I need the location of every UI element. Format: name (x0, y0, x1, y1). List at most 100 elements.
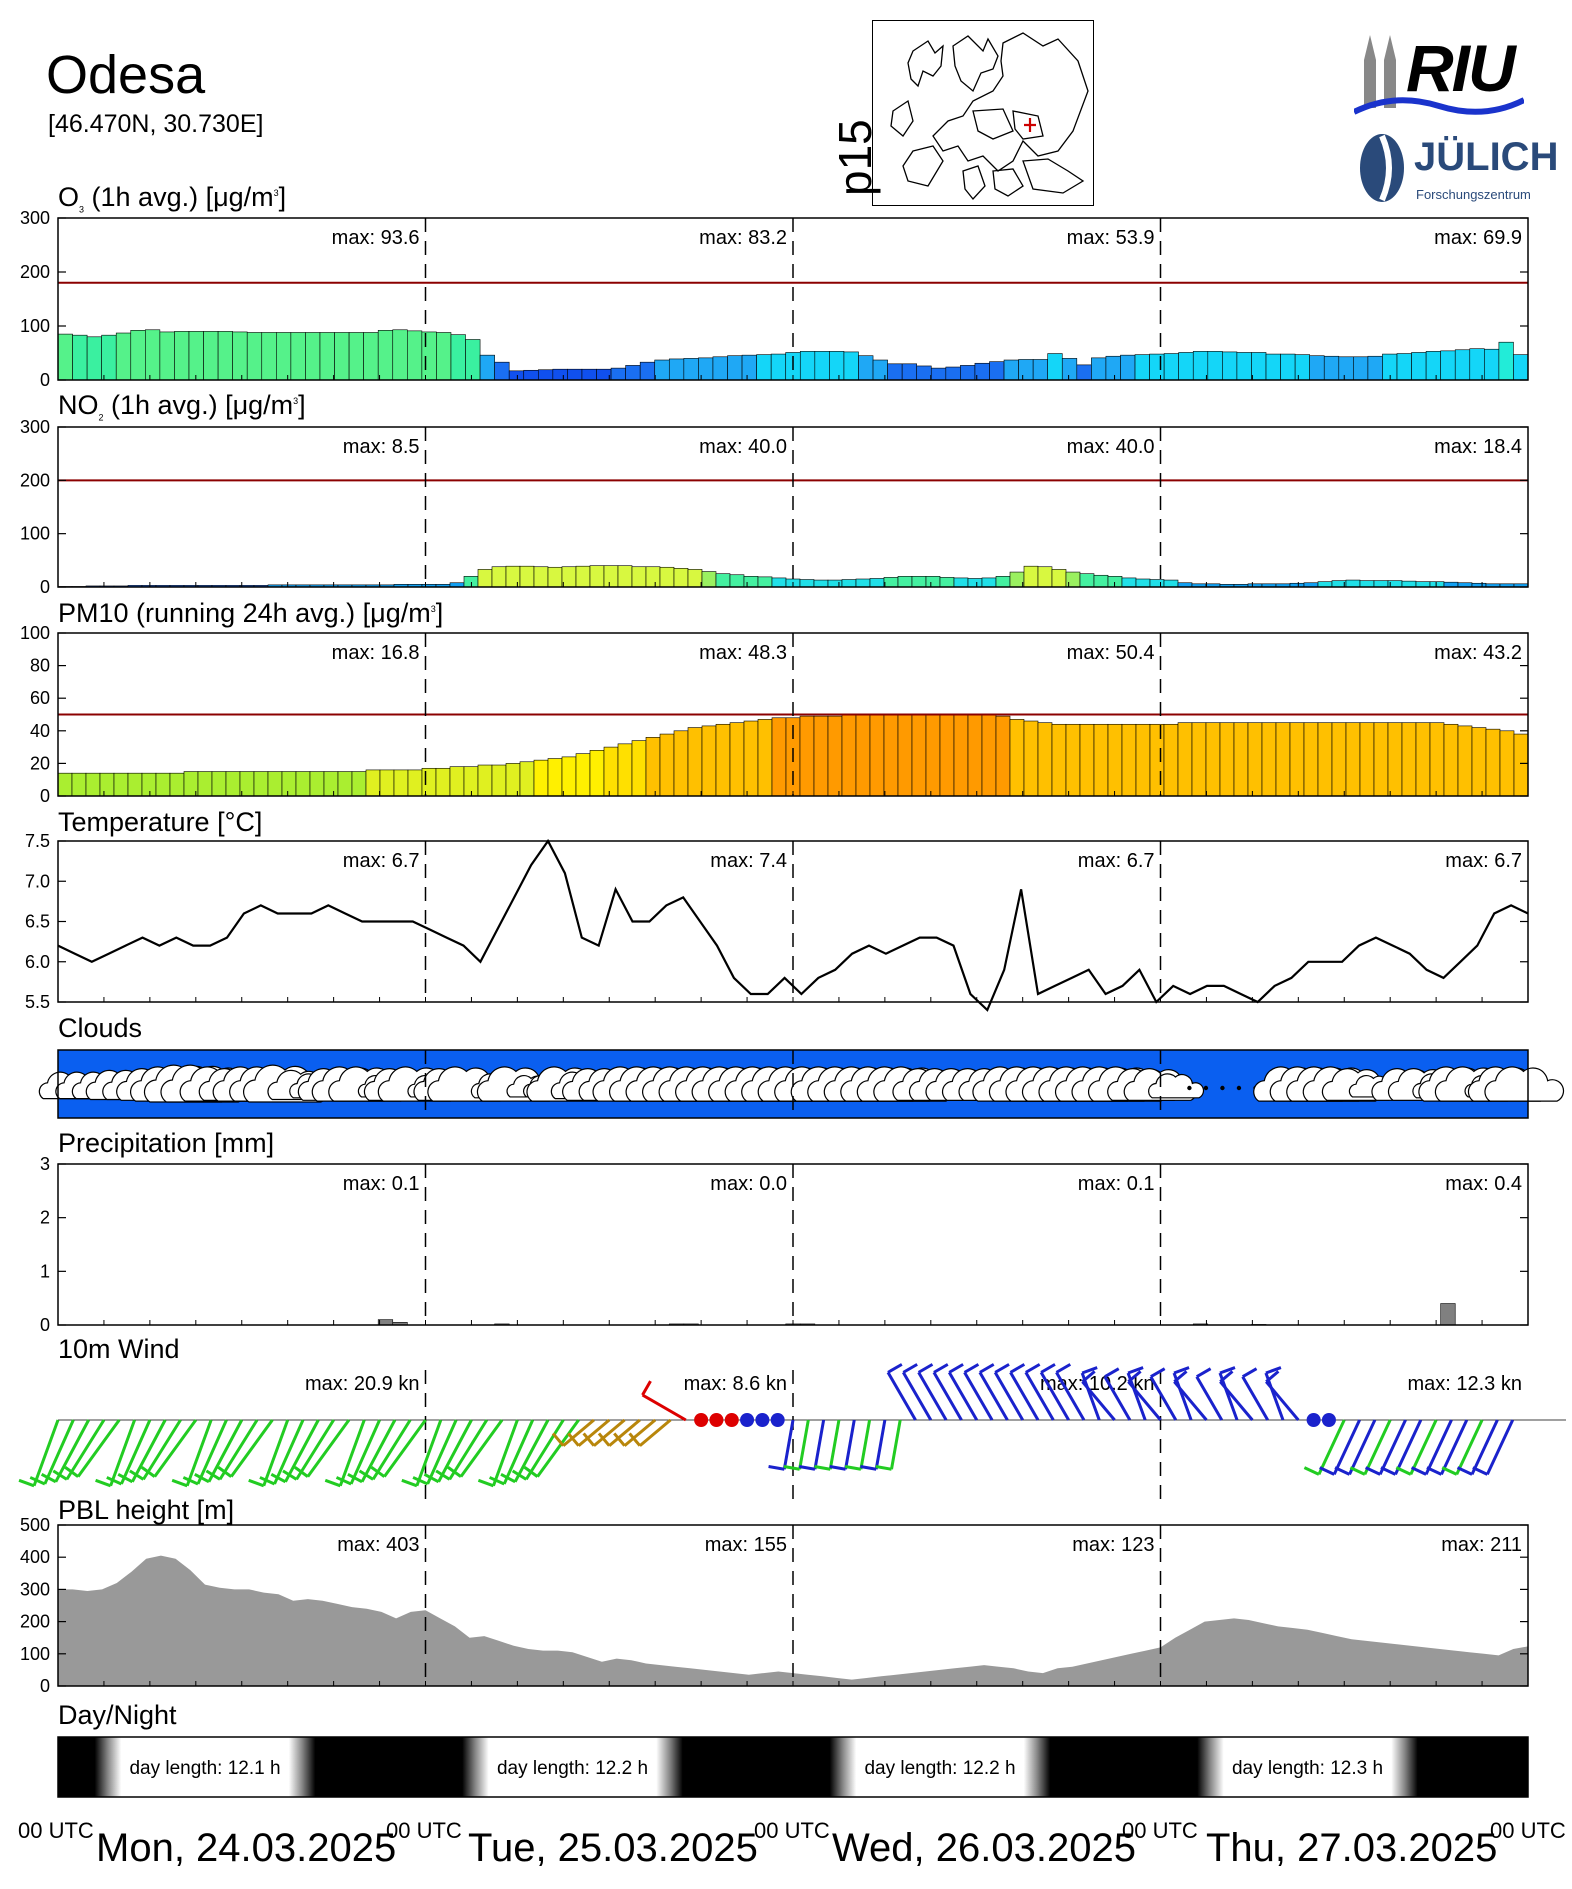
wind-barb (1319, 1419, 1361, 1476)
pm10-bar (1135, 723, 1151, 797)
pm10-bar (771, 717, 787, 797)
o3-max-label: max: 83.2 (699, 227, 787, 249)
no2-bar (547, 566, 563, 588)
pm10-bar (267, 771, 283, 797)
o3-bar (407, 330, 423, 381)
o3-bar (799, 351, 816, 381)
pm10-bar (477, 764, 493, 797)
no2-bar (1345, 579, 1361, 588)
wind-barb (1410, 1419, 1453, 1476)
day-length-label: day length: 12.2 h (497, 1758, 648, 1779)
pm10-bar (1373, 722, 1389, 797)
wind-barb (978, 1363, 1009, 1421)
no2-panel-title: NO2 (1h avg.) [μg/m3] (58, 390, 306, 422)
wind-barb (1103, 1367, 1132, 1421)
pm10-bar (1051, 723, 1067, 797)
wind-barb (597, 1418, 641, 1447)
pm10-bar (533, 759, 549, 797)
wind-barb (1456, 1419, 1499, 1476)
day-label-3: Thu, 27.03.2025 (1206, 1826, 1498, 1870)
o3-bar (610, 367, 626, 381)
no2-bar (519, 565, 535, 588)
pbl-ytick-label: 500 (20, 1515, 50, 1535)
no2-max-label: max: 40.0 (1067, 436, 1155, 458)
wind-barb (194, 1419, 244, 1484)
pm10-bar (1079, 723, 1095, 797)
wind-barb (1055, 1363, 1086, 1421)
pm10-bar (561, 756, 577, 797)
wind-barb (1127, 1370, 1162, 1421)
o3-bar (1105, 355, 1121, 381)
precipitation-max-label: max: 0.1 (343, 1173, 420, 1195)
o3-bar (901, 363, 918, 381)
o3-bar (1323, 355, 1340, 381)
pbl-ytick-label: 200 (20, 1612, 50, 1632)
wind-calm-marker (1306, 1413, 1321, 1427)
o3-bar (1411, 352, 1427, 381)
o3-bar (72, 334, 88, 381)
o3-bar (348, 332, 364, 381)
wind-barb (182, 1419, 228, 1486)
wind-calm-marker (770, 1413, 785, 1427)
no2-max-label: max: 40.0 (699, 436, 787, 458)
wind-barb (488, 1419, 535, 1486)
daylight-band (94, 1737, 316, 1797)
julich-logo-mark (1356, 130, 1408, 211)
pm10-bar (1317, 722, 1333, 797)
o3-bar (1192, 351, 1209, 381)
pm10-bar (155, 772, 171, 797)
wind-barb (1303, 1419, 1346, 1476)
precipitation-max-label: max: 0.4 (1445, 1173, 1522, 1195)
pm10-bar (1289, 722, 1305, 797)
no2-bar (1317, 581, 1333, 588)
o3-bar (1309, 355, 1325, 381)
o3-bar (217, 331, 233, 381)
daynight-panel-title: Day/Night (58, 1700, 177, 1731)
no2-title-sup: 3 (293, 396, 299, 406)
day-label-0: Mon, 24.03.2025 (96, 1826, 397, 1870)
o3-ytick-label: 100 (20, 316, 50, 336)
pm10-bar (505, 763, 521, 797)
no2-bar (533, 566, 549, 588)
wind-barb (171, 1419, 213, 1488)
pm10-bar (71, 772, 87, 797)
pm10-bar (883, 714, 899, 797)
day-length-label: day length: 12.2 h (864, 1758, 1015, 1779)
o3-bar (1280, 353, 1296, 381)
o3-bar (537, 369, 554, 381)
no2-bar (589, 565, 605, 588)
pm10-ytick-label: 60 (30, 688, 50, 708)
wind-barb (860, 1419, 887, 1471)
wind-barb (886, 1363, 917, 1421)
wind-barb (1441, 1419, 1484, 1476)
wind-calm-marker (724, 1413, 739, 1427)
pm10-bar (1331, 722, 1347, 797)
o3-bar (698, 357, 714, 381)
pm10-bar (1513, 733, 1529, 797)
pm10-bar (421, 767, 437, 797)
o3-bar (1484, 348, 1500, 381)
wind-barb (1395, 1419, 1438, 1476)
no2-bar (561, 566, 577, 588)
wind-barb (1081, 1370, 1116, 1421)
no2-bar (1093, 574, 1109, 588)
wind-calm-marker (1321, 1413, 1336, 1427)
wind-barb (829, 1419, 856, 1471)
wind-barb (1472, 1419, 1515, 1476)
pm10-max-label: max: 50.4 (1067, 642, 1155, 664)
wind-barb (64, 1419, 121, 1478)
o3-bar (203, 331, 219, 381)
cloud-dot (1203, 1085, 1209, 1091)
wind-barb (358, 1419, 412, 1481)
wind-calm-marker (709, 1413, 724, 1427)
no2-bar (771, 577, 787, 588)
wind-barb (18, 1419, 60, 1488)
pm10-bar (841, 714, 857, 797)
wind-barb (1241, 1367, 1269, 1421)
no2-bar (1009, 571, 1025, 588)
pbl-ytick-label: 400 (20, 1547, 50, 1567)
o3-bar (188, 331, 204, 381)
o3-bar (1396, 353, 1412, 381)
cloud-dot (1236, 1085, 1242, 1091)
wind-barb (259, 1419, 305, 1486)
